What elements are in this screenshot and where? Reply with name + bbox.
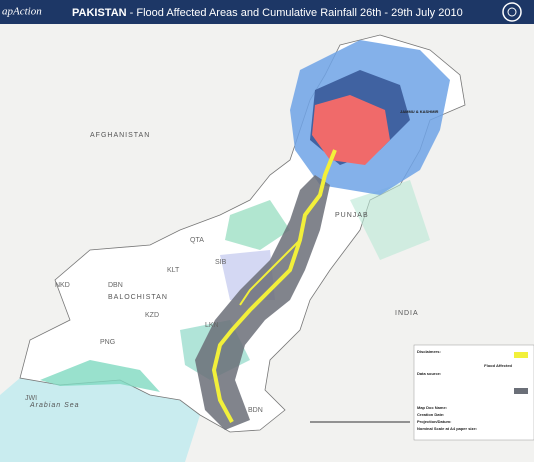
flood-river bbox=[211, 149, 337, 423]
map-label: NKD bbox=[55, 282, 70, 289]
sea bbox=[0, 378, 200, 462]
map-label: QTA bbox=[190, 237, 204, 244]
legend-section: Data source: bbox=[417, 371, 441, 376]
map-label: AFGHANISTAN bbox=[90, 132, 150, 139]
map-label: PUNJAB bbox=[335, 212, 369, 219]
flood-area bbox=[195, 175, 330, 430]
legend-section: Disclaimers: bbox=[417, 349, 441, 354]
logo: apAction bbox=[2, 6, 42, 18]
title-rest: - Flood Affected Areas and Cumulative Ra… bbox=[127, 7, 463, 19]
rain-area bbox=[40, 360, 160, 392]
legend-heading: Flood Affected bbox=[484, 363, 512, 368]
map-label: LKN bbox=[205, 322, 219, 329]
metadata-field: Projection/Datum: bbox=[417, 419, 451, 424]
un-logo bbox=[507, 7, 517, 17]
map-label: Arabian Sea bbox=[29, 402, 80, 409]
map-label: INDIA bbox=[395, 310, 419, 317]
metadata-field: Creation Date: bbox=[417, 412, 444, 417]
rain-area bbox=[350, 180, 430, 260]
map-label: DBN bbox=[108, 282, 123, 289]
title: PAKISTAN - Flood Affected Areas and Cumu… bbox=[72, 7, 463, 19]
map-label: SIB bbox=[215, 259, 227, 266]
map-label: KLT bbox=[167, 267, 180, 274]
rain-area bbox=[225, 200, 290, 250]
metadata-field: Map Doc Name: bbox=[417, 405, 447, 410]
flood-river bbox=[239, 239, 301, 306]
extreme-rain bbox=[312, 95, 390, 165]
title-bold: PAKISTAN bbox=[72, 7, 127, 19]
map-label: JWI bbox=[25, 395, 37, 402]
header-bar bbox=[0, 0, 534, 24]
map-label: PNG bbox=[100, 339, 115, 346]
map-label: JAMMU & KASHMIR bbox=[400, 109, 439, 114]
map-label: KZD bbox=[145, 312, 159, 319]
map-label: BALOCHISTAN bbox=[108, 294, 168, 301]
metadata-field: Nominal Scale at A4 paper size: bbox=[417, 426, 477, 431]
un-logo bbox=[502, 2, 522, 22]
legend-swatch bbox=[514, 352, 528, 358]
map-label: BDN bbox=[248, 407, 263, 414]
legend-swatch bbox=[514, 388, 528, 394]
